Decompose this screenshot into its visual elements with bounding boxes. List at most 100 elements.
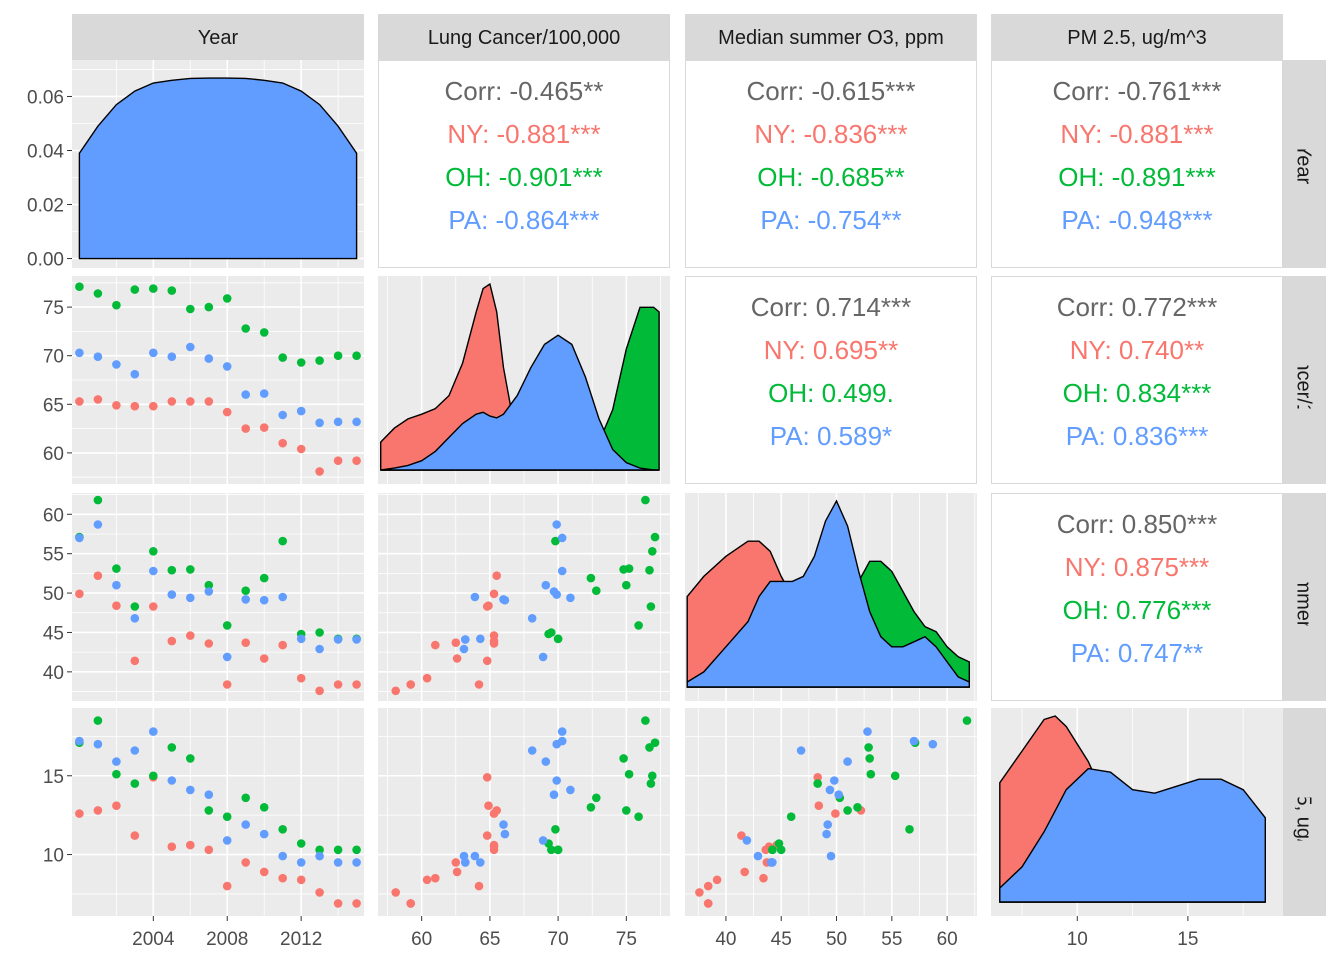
point-oh [167,286,177,295]
point-ny [149,401,158,411]
x-tick-label: 10 [1067,929,1088,950]
point-oh [186,565,195,574]
point-ny [296,875,306,885]
point-pa [241,390,250,399]
point-oh [551,536,560,546]
corr-pa-text: PA: -0.754** [760,205,901,235]
correlation-panel: Corr: -0.615*** NY: -0.836*** OH: -0.685**… [685,60,977,268]
column-strip-label: Lung Cancer/100,000 [428,27,620,49]
x-tick-label: 2004 [132,929,175,950]
point-pa [93,739,103,749]
point-ny [333,680,343,689]
point-oh [648,547,657,556]
point-pa [470,851,480,861]
column-strip [991,14,1283,60]
point-oh [204,302,214,312]
point-ny [259,867,269,877]
point-ny [759,873,768,883]
corr-pa-text: PA: -0.948*** [1061,205,1212,235]
point-ny [186,840,195,850]
correlation-panel: Corr: 0.772*** NY: 0.740** OH: 0.834*** PA:… [991,276,1283,484]
corr-oh-text: OH: -0.891*** [1058,162,1216,192]
point-oh [259,803,269,812]
point-ny [278,640,288,650]
point-ny [482,602,492,611]
point-ny [695,888,704,897]
point-pa [204,790,214,799]
column-strip [378,14,670,60]
point-pa [834,790,843,799]
point-oh [149,284,158,293]
panel-grid [72,493,364,701]
point-pa [75,533,84,543]
point-pa [167,776,177,785]
y-tick-label: 40 [43,663,64,684]
column-strip [685,14,977,60]
point-oh [866,769,876,779]
point-ny [352,680,361,689]
point-pa [549,790,559,799]
point-ny [482,773,492,782]
scatter-panel [75,495,361,696]
point-oh [645,743,654,752]
point-oh [864,743,873,752]
corr-ny-text: NY: 0.875*** [1065,552,1210,582]
point-pa [204,354,214,363]
point-pa [823,820,832,829]
point-ny [452,654,462,663]
point-oh [352,351,361,361]
y-tick-label: 60 [43,444,64,465]
point-pa [500,595,510,605]
year-density-area [78,77,358,260]
y-tick-label: 60 [43,505,64,526]
point-oh [641,716,650,725]
point-ny [761,845,770,855]
point-oh [890,771,900,781]
point-ny [93,806,103,815]
point-pa [863,727,872,736]
point-oh [149,771,158,781]
point-oh [553,634,563,644]
x-tick-label: 60 [937,929,958,950]
point-oh [241,586,250,595]
scatter-panel [391,495,660,696]
point-ny [315,888,324,897]
point-pa [470,592,480,602]
point-oh [333,351,343,361]
point-pa [557,727,567,736]
point-oh [776,845,786,855]
point-pa [259,389,269,398]
point-pa [93,352,103,362]
point-ny [489,589,499,599]
x-tick-label: 45 [771,929,792,950]
corr-oh-text: OH: -0.685** [757,162,904,192]
point-oh [843,806,852,815]
correlation-panel: Corr: 0.850*** NY: 0.875*** OH: 0.776*** PA… [991,493,1283,701]
row-strip-label: Year [1293,144,1315,185]
point-oh [259,573,269,583]
point-pa [93,520,103,529]
panel-grid [72,276,364,484]
point-oh [222,812,232,821]
corr-overall-text: Corr: 0.772*** [1057,292,1217,322]
corr-pa-text: PA: -0.864*** [448,205,599,235]
point-pa [278,851,288,861]
point-pa [222,836,232,845]
y-tick-label: 65 [43,395,64,416]
point-ny [406,680,416,689]
point-ny [492,571,502,580]
column-strip-label: Year [198,27,239,49]
row-strip [1283,493,1326,701]
point-ny [814,801,824,810]
point-ny [451,638,461,647]
point-oh [622,806,631,815]
y-tick-label: 45 [43,623,64,644]
point-pa [149,348,158,358]
point-pa [549,587,559,596]
point-oh [786,812,796,821]
point-oh [130,285,140,294]
corr-oh-text: OH: -0.901*** [445,162,603,192]
point-pa [222,362,232,371]
point-ny [406,899,416,908]
panel-grid [72,708,364,916]
